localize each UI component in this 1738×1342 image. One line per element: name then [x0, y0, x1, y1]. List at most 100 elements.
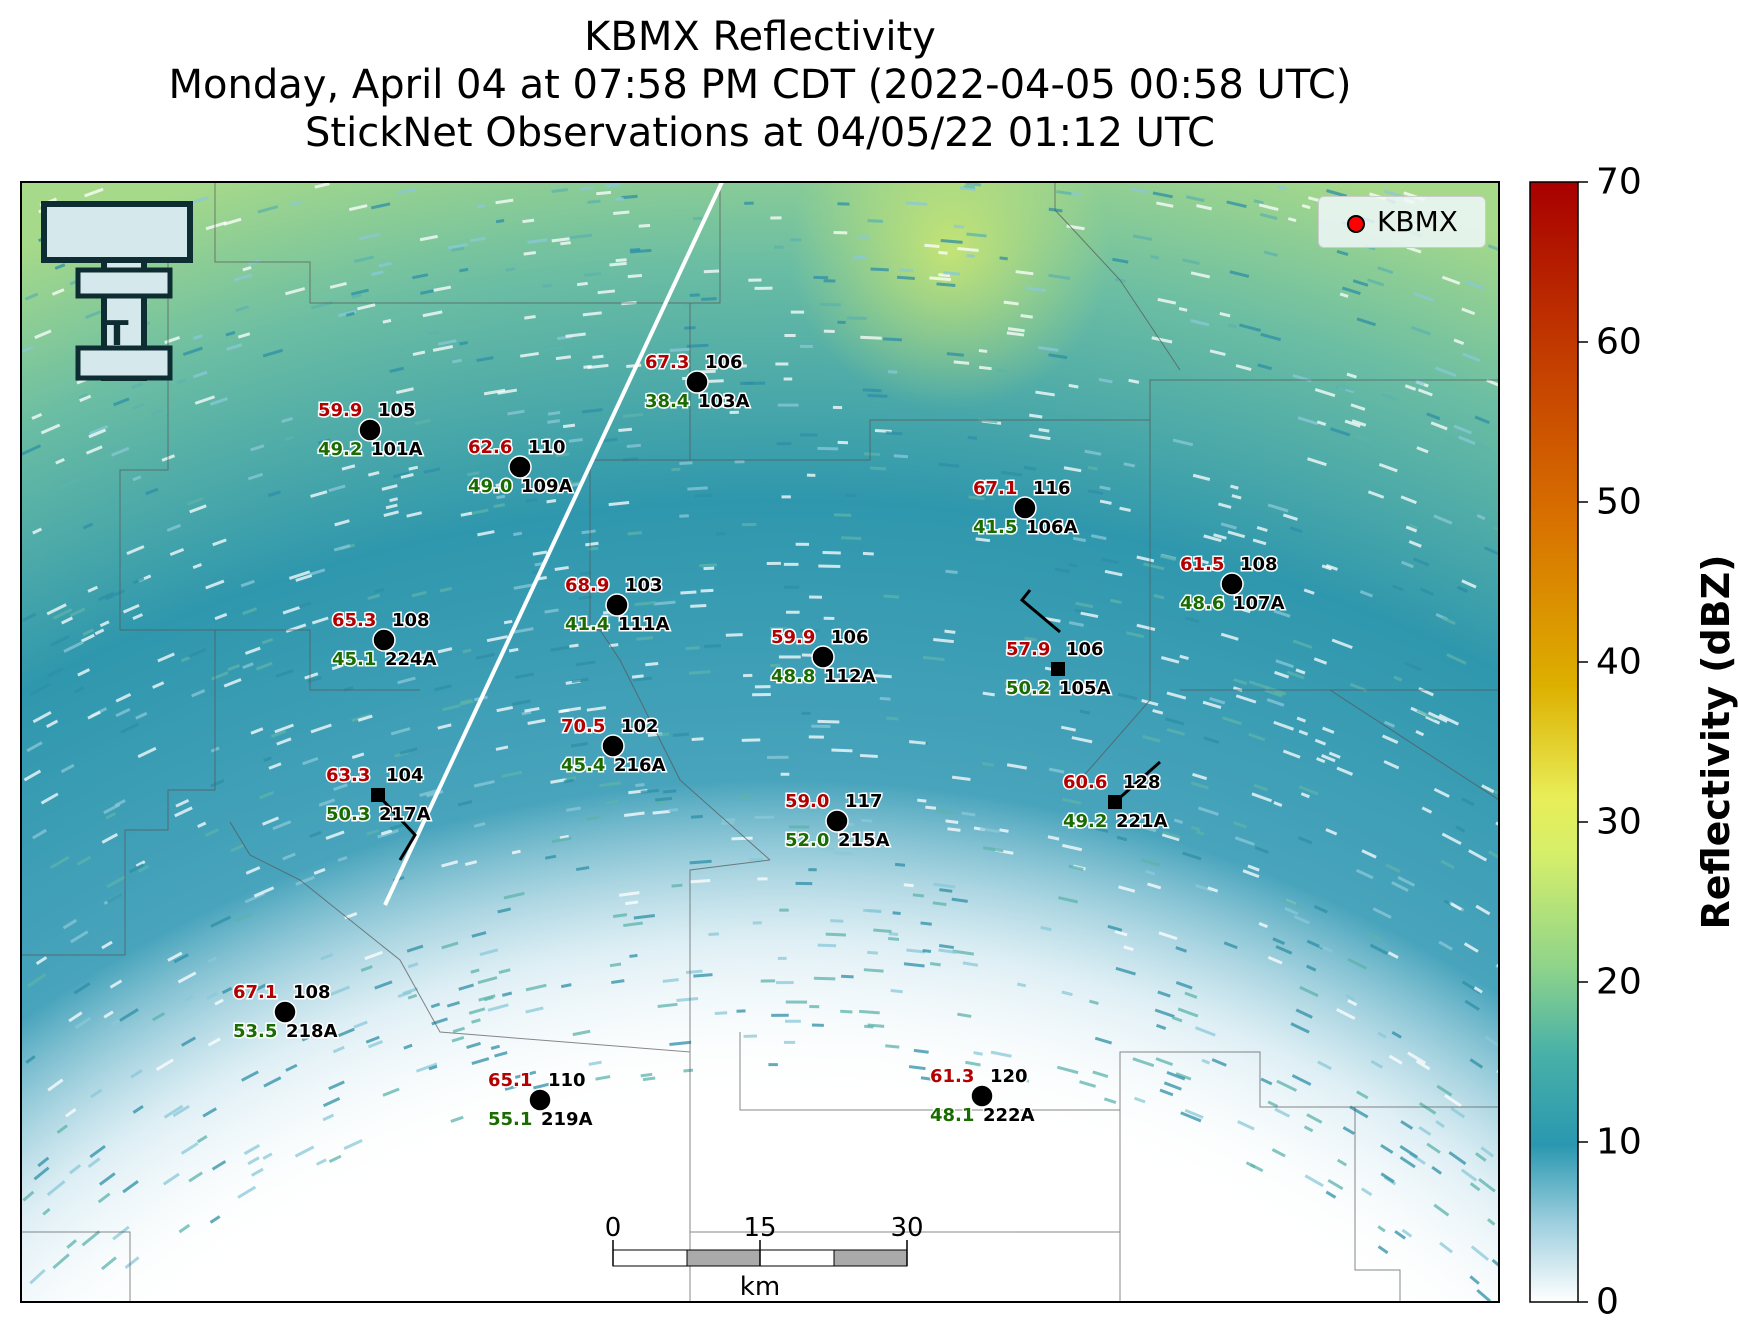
station-temperature: 65.3 — [332, 610, 376, 631]
colorbar — [1529, 181, 1579, 1303]
station-square-marker — [1051, 662, 1065, 676]
station-temperature: 62.6 — [468, 437, 512, 458]
station-circle-marker — [825, 809, 849, 833]
station-temperature: 61.3 — [930, 1066, 974, 1087]
colorbar-ticks — [1578, 181, 1588, 1303]
station-pressure: 103 — [625, 575, 663, 596]
station-111A: 68.9 103 41.4 111A — [564, 574, 672, 637]
station-218A: 67.1 108 53.5 218A — [232, 981, 340, 1044]
logo-letter: T — [105, 314, 129, 354]
station-id: 218A — [286, 1021, 338, 1042]
station-id: 105A — [1059, 678, 1111, 699]
legend-label: KBMX — [1377, 205, 1458, 238]
station-pressure: 108 — [293, 982, 331, 1003]
station-temperature: 60.6 — [1063, 772, 1107, 793]
station-circle-marker — [372, 628, 396, 652]
station-circle-marker — [273, 1000, 297, 1024]
station-temperature: 67.3 — [645, 352, 689, 373]
university-logo: T — [41, 201, 193, 381]
colorbar-label: Reflectivity (dBZ) — [1694, 554, 1738, 930]
station-dewpoint: 48.8 — [771, 666, 815, 687]
station-circle-marker — [811, 645, 835, 669]
map-frame — [20, 181, 1500, 1303]
colorbar-tick-label: 70 — [1596, 161, 1642, 203]
station-dewpoint: 41.4 — [565, 614, 609, 635]
station-dewpoint: 50.3 — [326, 804, 370, 825]
station-temperature: 70.5 — [561, 716, 605, 737]
station-circle-marker — [358, 418, 382, 442]
wind-barbs — [376, 589, 1161, 861]
station-dewpoint: 55.1 — [488, 1109, 532, 1130]
station-pressure: 110 — [528, 437, 566, 458]
colorbar-tick-label: 0 — [1596, 1281, 1619, 1323]
station-id: 112A — [824, 666, 876, 687]
station-217A: 63.3 104 50.3 217A — [325, 764, 433, 827]
station-pressure: 110 — [548, 1070, 586, 1091]
station-dewpoint: 49.0 — [468, 476, 512, 497]
station-temperature: 61.5 — [1180, 554, 1224, 575]
station-circle-marker — [605, 593, 629, 617]
scale-tick-0: 0 — [605, 1213, 622, 1243]
station-103A: 67.3 106 38.4 103A — [644, 351, 752, 414]
title-line-3: StickNet Observations at 04/05/22 01:12 … — [305, 110, 1215, 156]
station-temperature: 67.1 — [233, 982, 277, 1003]
station-dewpoint: 53.5 — [233, 1021, 277, 1042]
colorbar-tick-label: 60 — [1596, 321, 1642, 363]
station-square-marker — [371, 788, 385, 802]
reflectivity-peak-area — [21, 182, 1499, 1302]
station-id: 222A — [983, 1105, 1035, 1126]
station-219A: 65.1 110 55.1 219A — [487, 1069, 595, 1132]
station-id: 217A — [379, 804, 431, 825]
scale-tick-30: 30 — [890, 1213, 923, 1243]
station-224A: 65.3 108 45.1 224A — [331, 609, 439, 672]
scale-unit: km — [740, 1272, 780, 1302]
station-dewpoint: 48.6 — [1180, 593, 1224, 614]
beam-blockage-line — [383, 182, 724, 906]
colorbar-tick-label: 50 — [1596, 481, 1642, 523]
colorbar-tick-label: 20 — [1596, 961, 1642, 1003]
station-101A: 59.9 105 49.2 101A — [317, 399, 425, 462]
scale-tick-15: 15 — [743, 1213, 776, 1243]
station-id: 101A — [371, 439, 423, 460]
station-temperature: 63.3 — [326, 765, 370, 786]
station-pressure: 106 — [1066, 639, 1104, 660]
station-106A: 67.1 116 41.5 106A — [972, 477, 1080, 540]
station-temperature: 67.1 — [973, 478, 1017, 499]
station-109A: 62.6 110 49.0 109A — [467, 436, 575, 499]
station-id: 216A — [614, 755, 666, 776]
station-pressure: 102 — [621, 716, 659, 737]
station-pressure: 117 — [845, 791, 883, 812]
title-line-1: KBMX Reflectivity — [584, 14, 936, 60]
station-temperature: 68.9 — [565, 575, 609, 596]
station-pressure: 120 — [990, 1066, 1028, 1087]
station-dewpoint: 45.4 — [561, 755, 605, 776]
station-circle-marker — [528, 1088, 552, 1112]
station-circle-marker — [1013, 496, 1037, 520]
station-dewpoint: 50.2 — [1006, 678, 1050, 699]
station-pressure: 106 — [831, 627, 869, 648]
station-dewpoint: 41.5 — [973, 517, 1017, 538]
station-dewpoint: 49.2 — [318, 439, 362, 460]
colorbar-tick-label: 40 — [1596, 641, 1642, 683]
scale-bar: 0 15 30 km — [605, 1213, 924, 1302]
colorbar-tick-label: 10 — [1596, 1121, 1642, 1163]
station-id: 107A — [1233, 593, 1285, 614]
station-circle-marker — [1220, 572, 1244, 596]
station-circle-marker — [685, 370, 709, 394]
station-pressure: 106 — [705, 352, 743, 373]
station-circle-marker — [508, 455, 532, 479]
title-line-2: Monday, April 04 at 07:58 PM CDT (2022-0… — [168, 62, 1352, 108]
station-id: 111A — [618, 614, 670, 635]
sticknet-stations: 59.9 105 49.2 101A 62.6 110 49.0 109A 67.3 106 38.… — [232, 351, 1287, 1132]
station-temperature: 59.9 — [771, 627, 815, 648]
station-112A: 59.9 106 48.8 112A — [770, 626, 878, 689]
station-circle-marker — [601, 734, 625, 758]
station-pressure: 116 — [1033, 478, 1071, 499]
station-215A: 59.0 117 52.0 215A — [784, 790, 892, 853]
station-temperature: 59.0 — [785, 791, 829, 812]
station-temperature: 65.1 — [488, 1070, 532, 1091]
station-dewpoint: 52.0 — [785, 830, 829, 851]
station-pressure: 105 — [378, 400, 416, 421]
station-dewpoint: 38.4 — [645, 391, 689, 412]
